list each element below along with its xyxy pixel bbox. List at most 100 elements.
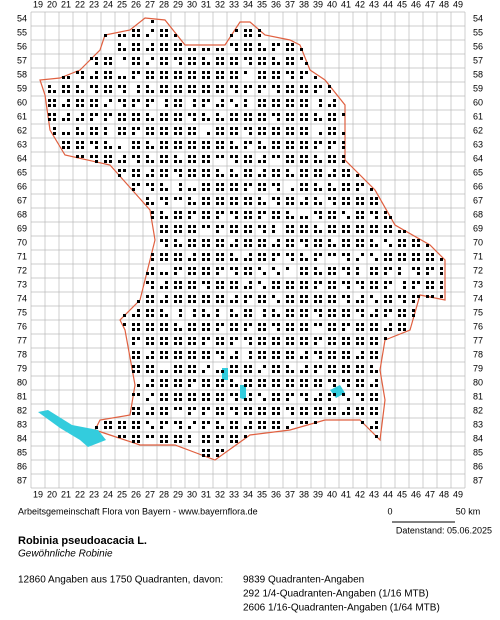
occurrence-dot xyxy=(440,286,443,289)
occurrence-dot xyxy=(300,169,303,172)
occurrence-dot xyxy=(151,337,154,340)
occurrence-dot xyxy=(202,435,205,438)
occurrence-dot xyxy=(216,113,219,116)
occurrence-dot xyxy=(249,230,252,233)
occurrence-dot xyxy=(216,337,219,340)
occurrence-dot xyxy=(132,34,135,37)
occurrence-dot xyxy=(319,244,322,247)
occurrence-dot xyxy=(67,146,70,149)
occurrence-dot xyxy=(179,43,182,46)
occurrence-dot xyxy=(319,412,322,415)
occurrence-dot xyxy=(249,384,252,387)
occurrence-dot xyxy=(160,132,163,135)
occurrence-dot xyxy=(132,104,135,107)
occurrence-dot xyxy=(277,426,280,429)
occurrence-dot xyxy=(146,85,149,88)
occurrence-dot xyxy=(188,412,191,415)
occurrence-dot xyxy=(263,286,266,289)
occurrence-dot xyxy=(230,141,233,144)
occurrence-dot xyxy=(235,76,238,79)
column-label: 21 xyxy=(61,489,71,499)
occurrence-dot xyxy=(305,351,308,354)
occurrence-dot xyxy=(151,127,154,130)
occurrence-dot xyxy=(95,57,98,60)
occurrence-dot xyxy=(216,407,219,410)
occurrence-dot xyxy=(216,449,219,452)
occurrence-dot xyxy=(202,211,205,214)
occurrence-dot xyxy=(230,328,233,331)
occurrence-dot xyxy=(104,141,107,144)
scientific-name: Robinia pseudoacacia L. xyxy=(18,535,147,547)
occurrence-dot xyxy=(291,202,294,205)
occurrence-dot xyxy=(361,286,364,289)
occurrence-dot xyxy=(272,43,275,46)
occurrence-dot xyxy=(347,272,350,275)
occurrence-dot xyxy=(258,211,261,214)
occurrence-dot xyxy=(305,323,308,326)
row-label: 68 xyxy=(473,209,483,219)
occurrence-dot xyxy=(286,300,289,303)
occurrence-dot xyxy=(361,421,364,424)
occurrence-dot xyxy=(230,286,233,289)
occurrence-dot xyxy=(216,104,219,107)
occurrence-dot xyxy=(104,127,107,130)
occurrence-dot xyxy=(305,379,308,382)
column-label: 38 xyxy=(299,0,309,9)
occurrence-dot xyxy=(258,300,261,303)
occurrence-dot xyxy=(230,225,233,228)
occurrence-dot xyxy=(328,393,331,396)
occurrence-dot xyxy=(328,398,331,401)
occurrence-dot xyxy=(291,295,294,298)
occurrence-dot xyxy=(333,365,336,368)
row-label: 63 xyxy=(473,139,483,149)
occurrence-dot xyxy=(207,365,210,368)
occurrence-dot xyxy=(333,351,336,354)
occurrence-dot xyxy=(146,141,149,144)
occurrence-dot xyxy=(221,202,224,205)
occurrence-dot xyxy=(221,197,224,200)
occurrence-dot xyxy=(277,211,280,214)
occurrence-dot xyxy=(398,230,401,233)
lake xyxy=(330,385,345,398)
occurrence-dot xyxy=(347,351,350,354)
occurrence-dot xyxy=(188,398,191,401)
occurrence-dot xyxy=(361,225,364,228)
row-label: 62 xyxy=(17,125,27,135)
occurrence-dot xyxy=(356,323,359,326)
occurrence-dot xyxy=(179,370,182,373)
occurrence-dot xyxy=(235,258,238,261)
occurrence-dot xyxy=(151,160,154,163)
occurrence-dot xyxy=(193,393,196,396)
occurrence-dot xyxy=(235,295,238,298)
occurrence-dot xyxy=(375,211,378,214)
occurrence-dot xyxy=(403,230,406,233)
occurrence-dot xyxy=(305,160,308,163)
column-label: 34 xyxy=(243,0,253,9)
occurrence-dot xyxy=(258,76,261,79)
occurrence-dot xyxy=(342,323,345,326)
occurrence-dot xyxy=(216,454,219,457)
occurrence-dot xyxy=(286,351,289,354)
occurrence-dot xyxy=(160,48,163,51)
occurrence-dot xyxy=(146,337,149,340)
occurrence-dot xyxy=(314,295,317,298)
occurrence-dot xyxy=(137,370,140,373)
occurrence-dot xyxy=(426,286,429,289)
occurrence-dot xyxy=(258,99,261,102)
occurrence-dot xyxy=(440,281,443,284)
occurrence-dot xyxy=(272,267,275,270)
row-label: 70 xyxy=(17,237,27,247)
occurrence-dot xyxy=(272,337,275,340)
occurrence-dot xyxy=(272,225,275,228)
occurrence-dot xyxy=(202,76,205,79)
occurrence-dot xyxy=(146,398,149,401)
occurrence-dot xyxy=(249,258,252,261)
occurrence-dot xyxy=(193,258,196,261)
occurrence-dot xyxy=(272,323,275,326)
occurrence-dot xyxy=(230,202,233,205)
occurrence-dot xyxy=(244,48,247,51)
occurrence-dot xyxy=(151,412,154,415)
occurrence-dot xyxy=(356,188,359,191)
occurrence-dot xyxy=(249,412,252,415)
occurrence-dot xyxy=(347,365,350,368)
